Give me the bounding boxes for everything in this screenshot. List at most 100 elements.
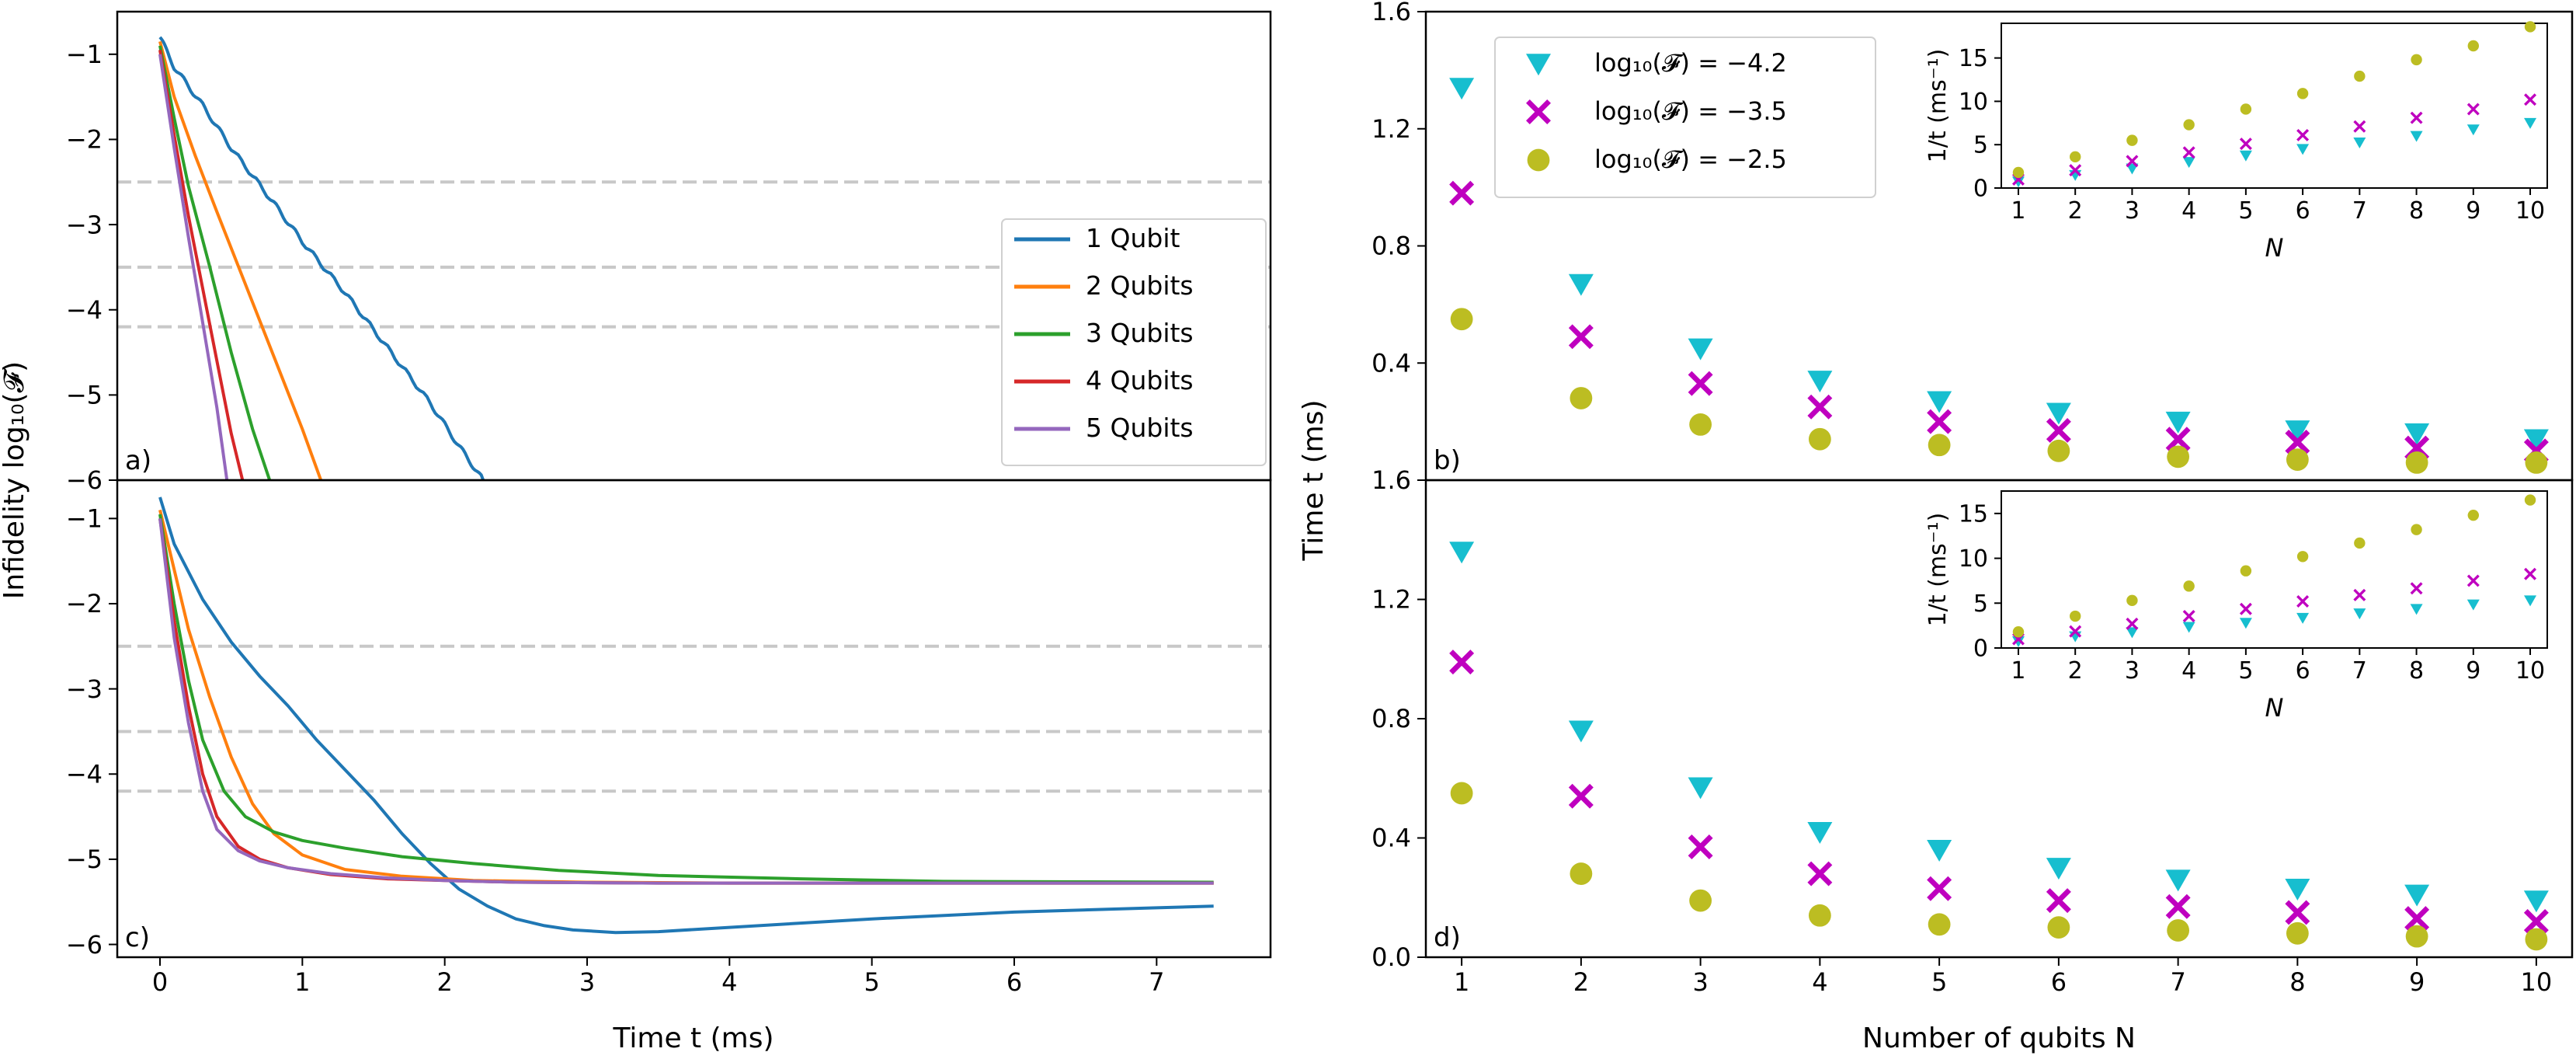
inset-data-point — [2012, 626, 2025, 638]
data-point — [1808, 427, 1831, 451]
data-point — [2405, 925, 2428, 948]
inset-data-point — [2011, 636, 2025, 648]
x-axis-tick-label: 7 — [1149, 967, 1164, 997]
y-axis-tick-label: 1.6 — [1371, 0, 1411, 26]
inset-data-point — [2354, 70, 2366, 82]
data-point — [2165, 411, 2191, 434]
inset-data-point — [2069, 151, 2081, 163]
y-axis-tick-label: 0.4 — [1371, 348, 1411, 378]
data-point — [2525, 451, 2548, 474]
data-point — [1568, 324, 1594, 350]
y-axis-tick-label: −5 — [66, 845, 103, 874]
inset-x-axis-tick-label: 2 — [2068, 197, 2083, 225]
y-axis-tick-label: −1 — [66, 40, 103, 69]
y-axis-tick-label: −2 — [66, 125, 103, 155]
data-point — [1568, 783, 1594, 809]
inset-data-point — [2524, 567, 2537, 580]
inset-data-point — [2410, 111, 2423, 124]
inset-x-axis-tick-label: 9 — [2466, 197, 2480, 225]
series-line — [158, 36, 485, 480]
legend-entry: 3 Qubits — [1086, 318, 1194, 348]
data-point — [2046, 888, 2071, 914]
inset-data-point — [2410, 131, 2423, 142]
y-axis-tick-label: −6 — [66, 465, 103, 495]
inset-data-point — [2182, 146, 2195, 159]
inset-x-axis-tick-label: 8 — [2409, 197, 2424, 225]
y-axis-tick-label: 1.2 — [1371, 585, 1411, 615]
data-point — [1927, 391, 1952, 413]
legend-entry: 4 Qubits — [1086, 365, 1194, 395]
series-line — [158, 509, 1214, 885]
inset-data-point — [2069, 625, 2082, 638]
data-point — [2523, 890, 2549, 913]
legend-entry: 2 Qubits — [1086, 270, 1194, 301]
legend-box — [1494, 37, 1876, 198]
inset-data-point — [2239, 618, 2252, 629]
legend-entry: 1 Qubit — [1086, 223, 1180, 253]
inset-data-point — [2126, 594, 2138, 607]
series-line — [158, 518, 1214, 885]
data-point — [2046, 402, 2071, 425]
inset-data-point — [2239, 150, 2252, 162]
inset-y-axis-tick-label: 15 — [1959, 500, 1988, 528]
data-point — [1928, 913, 1951, 936]
data-point — [2404, 884, 2430, 907]
inset-data-point — [2296, 612, 2310, 624]
y-axis-tick-label: −4 — [66, 759, 103, 789]
data-point — [2047, 916, 2070, 939]
inset-data-point — [2353, 138, 2366, 149]
data-point — [2046, 858, 2071, 880]
data-point — [1927, 409, 1952, 434]
inset-x-axis-tick-label: 5 — [2238, 197, 2253, 225]
inset-data-point — [2126, 155, 2139, 168]
series-line — [158, 514, 1214, 884]
data-point — [2405, 451, 2428, 474]
inset-x-axis-tick-label: 9 — [2466, 657, 2480, 685]
inset-data-point — [2354, 537, 2366, 549]
inset-data-point — [2466, 574, 2480, 587]
data-point — [2285, 430, 2310, 455]
inset-data-point — [2296, 128, 2310, 141]
data-point — [1808, 904, 1831, 927]
inset-data-point — [2240, 103, 2252, 115]
inset-y-axis-tick-label: 15 — [1959, 45, 1988, 72]
y-axis-tick-label: 0.4 — [1371, 824, 1411, 853]
inset-frame — [2001, 23, 2548, 189]
inset-data-point — [2239, 138, 2252, 151]
y-axis-tick-label: 1.6 — [1371, 465, 1411, 495]
inset-data-point — [2069, 164, 2082, 177]
inset-data-point — [2182, 610, 2195, 623]
inset-data-point — [2410, 582, 2423, 595]
inset-x-axis-tick-label: 10 — [2515, 197, 2545, 225]
inset-x-label: N — [2265, 693, 2284, 723]
panel-label: d) — [1434, 922, 1461, 953]
inset-x-axis-tick-label: 2 — [2068, 657, 2083, 685]
inset-x-axis-tick-label: 8 — [2409, 657, 2424, 685]
x-axis-tick-label: 3 — [1692, 967, 1708, 997]
x-axis-tick-label: 0 — [152, 967, 168, 997]
data-point — [2167, 919, 2190, 942]
series-line — [158, 49, 245, 480]
panel-label: b) — [1434, 445, 1461, 476]
data-point — [1807, 394, 1833, 420]
legend-marker — [1526, 99, 1551, 124]
inset-data-point — [2353, 120, 2366, 133]
data-point — [2285, 900, 2310, 925]
y-axis-tick-label: 0.8 — [1371, 232, 1411, 261]
x-axis-tick-label: 2 — [1573, 967, 1589, 997]
y-axis-tick-label: −5 — [66, 381, 103, 410]
data-point — [1450, 782, 1473, 805]
inset-x-axis-tick-label: 7 — [2352, 197, 2367, 225]
inset-y-label: 1/t (ms⁻¹) — [1924, 513, 1952, 627]
data-point — [2404, 423, 2430, 445]
inset-x-axis-tick-label: 5 — [2238, 657, 2253, 685]
series-line — [158, 518, 1214, 885]
axes-frame — [116, 479, 1272, 959]
inset-data-point — [2012, 166, 2025, 179]
x-axis-tick-label: 6 — [2051, 967, 2067, 997]
data-point — [2286, 921, 2309, 945]
series-line — [158, 45, 272, 480]
data-point — [2523, 429, 2549, 451]
inset-data-point — [2296, 551, 2309, 563]
